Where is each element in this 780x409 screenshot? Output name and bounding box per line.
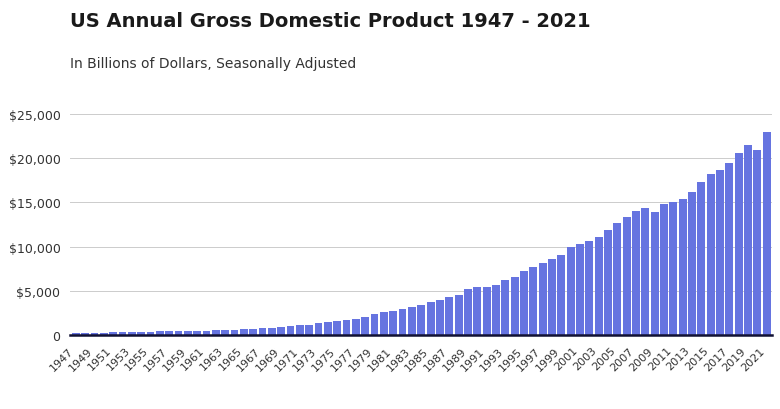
Bar [548,259,556,335]
Bar [464,290,472,335]
Bar [679,200,686,335]
Bar [651,213,658,335]
Bar [352,319,360,335]
Bar [520,271,528,335]
Bar [492,286,500,335]
Bar [90,333,98,335]
Bar [455,295,463,335]
Bar [622,217,630,335]
Bar [175,331,183,335]
Bar [641,209,649,335]
Bar [389,311,397,335]
Bar [436,300,444,335]
Bar [249,329,257,335]
Bar [632,211,640,335]
Text: In Billions of Dollars, Seasonally Adjusted: In Billions of Dollars, Seasonally Adjus… [70,57,356,71]
Bar [530,267,537,335]
Bar [109,333,117,335]
Bar [203,331,211,335]
Bar [193,331,201,335]
Bar [473,287,481,335]
Bar [511,277,519,335]
Text: US Annual Gross Domestic Product 1947 - 2021: US Annual Gross Domestic Product 1947 - … [70,12,590,31]
Bar [314,324,322,335]
Bar [240,329,248,335]
Bar [660,205,668,335]
Bar [222,330,229,335]
Bar [763,132,771,335]
Bar [156,332,164,335]
Bar [697,182,705,335]
Bar [342,321,350,335]
Bar [744,146,752,335]
Bar [716,170,724,335]
Bar [735,154,743,335]
Bar [72,333,80,335]
Bar [594,237,602,335]
Bar [361,317,369,335]
Bar [277,327,285,335]
Bar [408,308,416,335]
Bar [370,315,378,335]
Bar [333,322,341,335]
Bar [137,332,145,335]
Bar [613,224,621,335]
Bar [399,309,406,335]
Bar [502,280,509,335]
Bar [147,332,154,335]
Bar [296,326,304,335]
Bar [324,323,332,335]
Bar [566,247,575,335]
Bar [483,287,491,335]
Bar [445,297,453,335]
Bar [165,331,173,335]
Bar [669,203,677,335]
Bar [128,332,136,335]
Bar [753,151,761,335]
Bar [725,163,733,335]
Bar [100,333,108,335]
Bar [258,328,267,335]
Bar [604,231,612,335]
Bar [184,331,192,335]
Bar [286,326,295,335]
Bar [688,193,696,335]
Bar [231,330,239,335]
Bar [268,328,276,335]
Bar [585,241,594,335]
Bar [212,330,220,335]
Bar [81,333,89,335]
Bar [305,325,313,335]
Bar [538,264,547,335]
Bar [427,302,434,335]
Bar [119,333,126,335]
Bar [417,305,425,335]
Bar [380,312,388,335]
Bar [557,255,566,335]
Bar [707,174,714,335]
Bar [576,245,584,335]
